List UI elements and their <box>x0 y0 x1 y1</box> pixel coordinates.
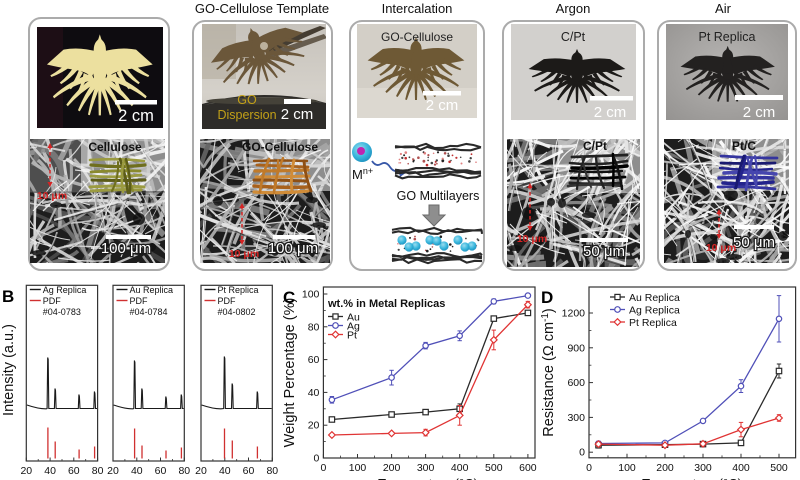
svg-text:wt.% in Metal Replicas: wt.% in Metal Replicas <box>327 298 445 310</box>
svg-text:#04-0783: #04-0783 <box>43 307 81 317</box>
svg-text:60: 60 <box>155 465 167 477</box>
svg-text:C: C <box>283 288 295 307</box>
svg-text:Ag Replica: Ag Replica <box>43 285 87 295</box>
svg-text:80: 80 <box>178 465 190 477</box>
svg-text:Au Replica: Au Replica <box>629 292 680 304</box>
svg-text:20: 20 <box>195 465 207 477</box>
svg-text:Au Replica: Au Replica <box>130 285 174 295</box>
svg-text:Intensity (a.u.): Intensity (a.u.) <box>1 324 17 416</box>
svg-text:20: 20 <box>20 465 32 477</box>
svg-text:300: 300 <box>567 412 585 424</box>
svg-text:900: 900 <box>567 342 585 354</box>
svg-text:40: 40 <box>219 465 231 477</box>
svg-text:10 μm: 10 μm <box>517 233 547 245</box>
svg-text:80: 80 <box>308 321 320 333</box>
svg-text:100: 100 <box>618 462 636 474</box>
svg-text:20: 20 <box>107 465 119 477</box>
svg-text:100: 100 <box>349 462 367 474</box>
svg-text:600: 600 <box>567 377 585 389</box>
svg-text:500: 500 <box>485 462 503 474</box>
svg-text:100: 100 <box>302 289 320 301</box>
svg-text:10 μm: 10 μm <box>37 190 67 202</box>
svg-text:Temperature (°C): Temperature (°C) <box>642 476 742 480</box>
svg-text:D: D <box>541 288 553 307</box>
svg-text:2 cm: 2 cm <box>743 104 776 120</box>
svg-text:80: 80 <box>92 465 104 477</box>
svg-text:400: 400 <box>732 462 750 474</box>
svg-text:C/Pt: C/Pt <box>561 30 586 44</box>
svg-text:PDF: PDF <box>218 296 237 306</box>
svg-text:100 μm: 100 μm <box>101 240 151 257</box>
svg-text:C/Pt: C/Pt <box>583 139 607 153</box>
svg-text:200: 200 <box>656 462 674 474</box>
svg-text:PDF: PDF <box>43 296 62 306</box>
svg-text:Resistance (Ω cm-1): Resistance (Ω cm-1) <box>540 308 557 437</box>
svg-text:#04-0802: #04-0802 <box>218 307 256 317</box>
svg-text:Temperature (°C): Temperature (°C) <box>378 476 478 480</box>
svg-text:80: 80 <box>266 465 278 477</box>
svg-text:GO Multilayers: GO Multilayers <box>397 189 480 203</box>
svg-text:0: 0 <box>579 447 585 459</box>
svg-text:Au: Au <box>347 311 360 323</box>
svg-text:#04-0784: #04-0784 <box>130 307 168 317</box>
svg-text:Ag Replica: Ag Replica <box>629 304 680 316</box>
svg-text:1200: 1200 <box>562 308 586 320</box>
svg-text:10 μm: 10 μm <box>706 242 736 254</box>
svg-text:Pt Replica: Pt Replica <box>629 317 677 329</box>
svg-text:0: 0 <box>320 462 326 474</box>
svg-text:Pt Replica: Pt Replica <box>218 285 259 295</box>
svg-text:60: 60 <box>68 465 80 477</box>
svg-text:40: 40 <box>308 387 320 399</box>
svg-text:200: 200 <box>383 462 401 474</box>
svg-text:Pt Replica: Pt Replica <box>699 30 756 44</box>
svg-text:2 cm: 2 cm <box>594 104 627 120</box>
svg-text:50 μm: 50 μm <box>583 243 625 260</box>
svg-text:Pt: Pt <box>347 329 357 341</box>
svg-text:0: 0 <box>586 462 592 474</box>
svg-text:500: 500 <box>770 462 788 474</box>
svg-text:Dispersion: Dispersion <box>217 108 276 122</box>
svg-text:Weight Percentage (%): Weight Percentage (%) <box>282 298 298 448</box>
svg-text:60: 60 <box>308 354 320 366</box>
svg-text:300: 300 <box>694 462 712 474</box>
svg-text:40: 40 <box>131 465 143 477</box>
svg-text:B: B <box>2 287 14 306</box>
svg-text:GO: GO <box>237 93 257 107</box>
svg-text:2 cm: 2 cm <box>426 97 459 114</box>
svg-text:2 cm: 2 cm <box>118 107 154 125</box>
svg-text:GO-Cellulose: GO-Cellulose <box>242 140 318 154</box>
svg-text:10 μm: 10 μm <box>229 248 259 260</box>
svg-text:300: 300 <box>417 462 435 474</box>
svg-text:2 cm: 2 cm <box>281 106 314 123</box>
svg-text:400: 400 <box>451 462 469 474</box>
svg-text:100 μm: 100 μm <box>268 240 318 257</box>
svg-text:20: 20 <box>308 420 320 432</box>
svg-text:PDF: PDF <box>130 296 149 306</box>
svg-text:Cellulose: Cellulose <box>88 140 142 154</box>
svg-text:50 μm: 50 μm <box>733 234 775 251</box>
svg-text:GO-Cellulose: GO-Cellulose <box>381 30 453 44</box>
svg-text:40: 40 <box>44 465 56 477</box>
svg-text:Pt/C: Pt/C <box>732 139 756 153</box>
svg-text:Mn+: Mn+ <box>352 166 373 182</box>
svg-text:600: 600 <box>519 462 537 474</box>
svg-text:Ag: Ag <box>347 320 360 332</box>
svg-text:0: 0 <box>314 453 320 465</box>
svg-text:60: 60 <box>243 465 255 477</box>
